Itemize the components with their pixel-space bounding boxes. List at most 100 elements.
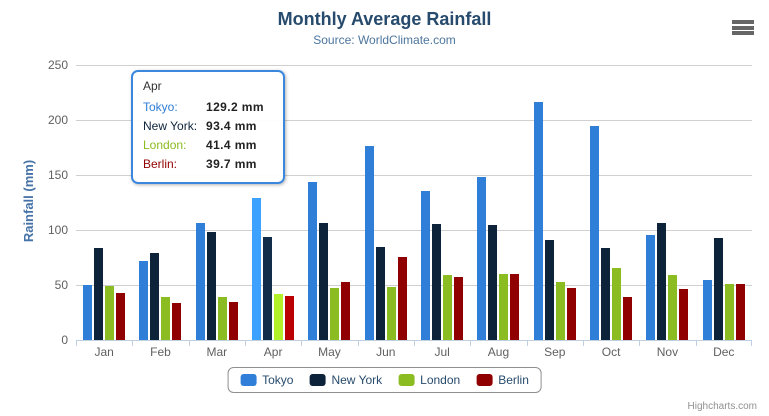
bar-tokyo-jul[interactable] [421, 191, 431, 340]
bar-tokyo-oct[interactable] [590, 126, 600, 340]
gridline [76, 230, 752, 231]
bar-new-york-jun[interactable] [375, 247, 385, 340]
x-axis-tick [245, 341, 246, 346]
x-tick-label-may: May [318, 345, 341, 359]
bar-tokyo-apr[interactable] [252, 198, 262, 340]
bar-berlin-dec[interactable] [735, 284, 745, 340]
gridline [76, 285, 752, 286]
bar-new-york-apr[interactable] [263, 237, 273, 340]
hamburger-menu-icon [732, 20, 754, 24]
bar-new-york-jan[interactable] [94, 248, 104, 340]
bar-berlin-oct[interactable] [623, 297, 633, 340]
bar-berlin-may[interactable] [341, 282, 351, 340]
x-tick-label-mar: Mar [206, 345, 228, 359]
bar-tokyo-sep[interactable] [533, 102, 543, 340]
x-axis-tick [470, 341, 471, 346]
y-tick-label: 150 [47, 168, 68, 182]
x-tick-label-jul: Jul [434, 345, 450, 359]
legend-symbol-icon [240, 374, 257, 386]
bar-london-mar[interactable] [217, 297, 227, 340]
bar-group-mar [189, 65, 245, 340]
bar-berlin-jan[interactable] [116, 293, 126, 340]
legend-label: New York [331, 373, 383, 387]
bar-london-jun[interactable] [386, 287, 396, 340]
legend-item-london[interactable]: London [398, 373, 460, 387]
bar-group-dec [696, 65, 752, 340]
bar-berlin-apr[interactable] [285, 296, 295, 340]
y-tick-label: 100 [47, 223, 68, 237]
bar-berlin-aug[interactable] [510, 274, 520, 340]
bar-berlin-feb[interactable] [172, 303, 182, 340]
tooltip-series-value: 39.7 mm [206, 157, 257, 171]
chart-subtitle: Source: WorldClimate.com [313, 33, 456, 47]
bar-london-apr[interactable] [274, 294, 284, 340]
x-tick-label-sep: Sep [544, 345, 566, 359]
bar-new-york-jul[interactable] [432, 224, 442, 340]
export-menu-button[interactable] [732, 20, 754, 35]
bar-berlin-jul[interactable] [454, 277, 464, 340]
bar-berlin-sep[interactable] [566, 288, 576, 340]
bar-london-jul[interactable] [443, 275, 453, 340]
x-tick-label-jan: Jan [94, 345, 114, 359]
bar-new-york-may[interactable] [319, 223, 329, 340]
bar-groups [76, 65, 752, 340]
x-tick-label-jun: Jun [376, 345, 396, 359]
bar-tokyo-feb[interactable] [139, 261, 149, 340]
bar-tokyo-aug[interactable] [477, 177, 487, 340]
bar-berlin-nov[interactable] [679, 289, 689, 340]
tooltip-series-value: 41.4 mm [206, 138, 257, 152]
gridline [76, 120, 752, 121]
bar-new-york-nov[interactable] [657, 223, 667, 340]
bar-new-york-feb[interactable] [150, 253, 160, 340]
bar-new-york-oct[interactable] [601, 248, 611, 340]
bar-berlin-mar[interactable] [228, 302, 238, 340]
bar-london-feb[interactable] [161, 297, 171, 340]
bar-london-jan[interactable] [105, 286, 115, 340]
y-tick-label: 200 [47, 113, 68, 127]
bar-group-feb [132, 65, 188, 340]
legend-item-new-york[interactable]: New York [309, 373, 382, 387]
bar-group-aug [470, 65, 526, 340]
x-axis-tick [358, 341, 359, 346]
gridline [76, 65, 752, 66]
bar-group-nov [639, 65, 695, 340]
bar-london-dec[interactable] [724, 284, 734, 340]
legend-symbol-icon [476, 374, 493, 386]
bar-tokyo-may[interactable] [308, 182, 318, 340]
plot-area [76, 65, 752, 346]
bar-new-york-dec[interactable] [713, 238, 723, 340]
legend-item-berlin[interactable]: Berlin [476, 373, 529, 387]
hamburger-menu-icon [732, 31, 754, 35]
x-axis-labels: Jan Feb Mar Apr May Jun Jul Aug Sep Oct Nov Dec [76, 345, 752, 359]
x-axis-tick [639, 341, 640, 346]
bar-london-sep[interactable] [555, 282, 565, 340]
bar-new-york-sep[interactable] [544, 240, 554, 340]
credits-link[interactable]: Highcharts.com [687, 401, 757, 412]
bar-london-oct[interactable] [612, 268, 622, 340]
bar-tokyo-dec[interactable] [702, 280, 712, 340]
tooltip-series-value: 129.2 mm [206, 100, 264, 114]
legend-label: Tokyo [262, 373, 294, 387]
bar-tokyo-mar[interactable] [195, 223, 205, 340]
x-axis-tick [301, 341, 302, 346]
x-axis-tick [527, 341, 528, 346]
tooltip-series-label: New York: [143, 119, 198, 133]
bar-london-aug[interactable] [499, 274, 509, 340]
y-tick-label: 250 [47, 58, 68, 72]
legend-item-tokyo[interactable]: Tokyo [240, 373, 293, 387]
bar-london-nov[interactable] [668, 275, 678, 340]
tooltip-row: Berlin: 39.7 mm [143, 155, 273, 174]
bar-group-oct [583, 65, 639, 340]
bar-tokyo-jan[interactable] [83, 285, 93, 340]
bar-tokyo-nov[interactable] [646, 235, 656, 340]
bar-new-york-aug[interactable] [488, 225, 498, 340]
bar-london-may[interactable] [330, 288, 340, 340]
legend: Tokyo New York London Berlin [227, 367, 542, 393]
x-tick-label-apr: Apr [263, 345, 283, 359]
bar-new-york-mar[interactable] [206, 232, 216, 340]
bar-tokyo-jun[interactable] [364, 146, 374, 340]
y-tick-label: 0 [61, 333, 68, 347]
bar-berlin-jun[interactable] [397, 257, 407, 340]
y-tick-label: 50 [54, 278, 68, 292]
bar-group-jul [414, 65, 470, 340]
